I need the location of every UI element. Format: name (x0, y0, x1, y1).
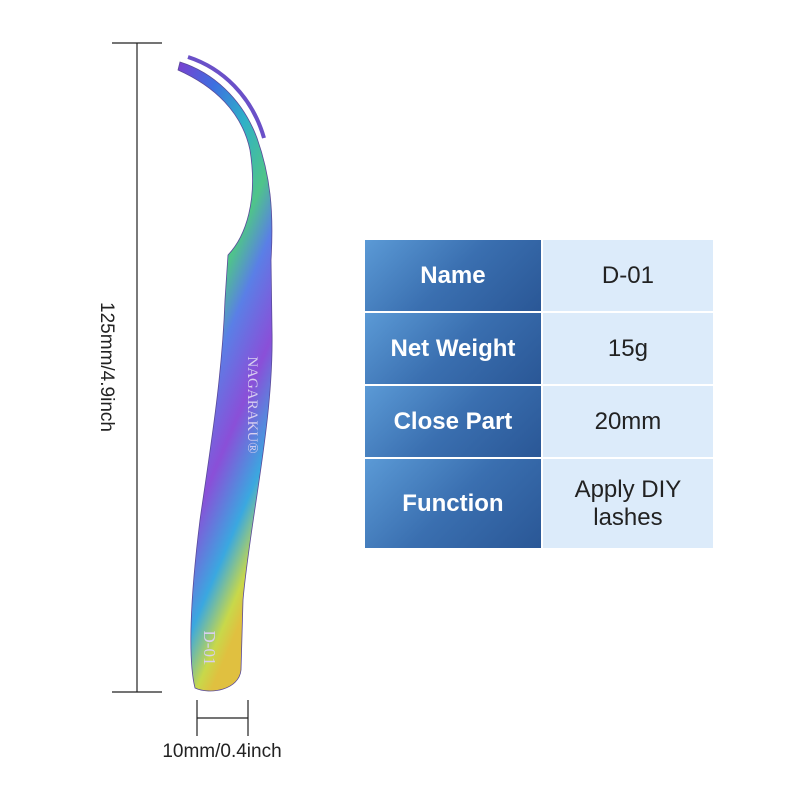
spec-value: Apply DIY lashes (542, 459, 713, 548)
height-label: 125mm/4.9inch (96, 302, 117, 432)
spec-table: Name D-01 Net Weight 15g Close Part 20mm Fu… (363, 238, 715, 550)
model-engraving: D-01 (200, 631, 219, 666)
spec-key: Function (365, 459, 541, 548)
spec-key: Name (365, 240, 541, 311)
spec-row: Function Apply DIY lashes (365, 459, 713, 548)
spec-row: Net Weight 15g (365, 313, 713, 384)
brand-engraving: NAGARAKU® (244, 356, 260, 453)
spec-key: Net Weight (365, 313, 541, 384)
spec-key: Close Part (365, 386, 541, 457)
tweezer-tip (187, 55, 266, 139)
height-dimension (112, 42, 162, 693)
width-label: 10mm/0.4inch (162, 741, 281, 762)
spec-row: Close Part 20mm (365, 386, 713, 457)
width-dimension (196, 700, 249, 736)
spec-row: Name D-01 (365, 240, 713, 311)
spec-value: 20mm (542, 386, 713, 457)
tweezers (177, 61, 273, 692)
spec-value: 15g (542, 313, 713, 384)
spec-value: D-01 (542, 240, 713, 311)
